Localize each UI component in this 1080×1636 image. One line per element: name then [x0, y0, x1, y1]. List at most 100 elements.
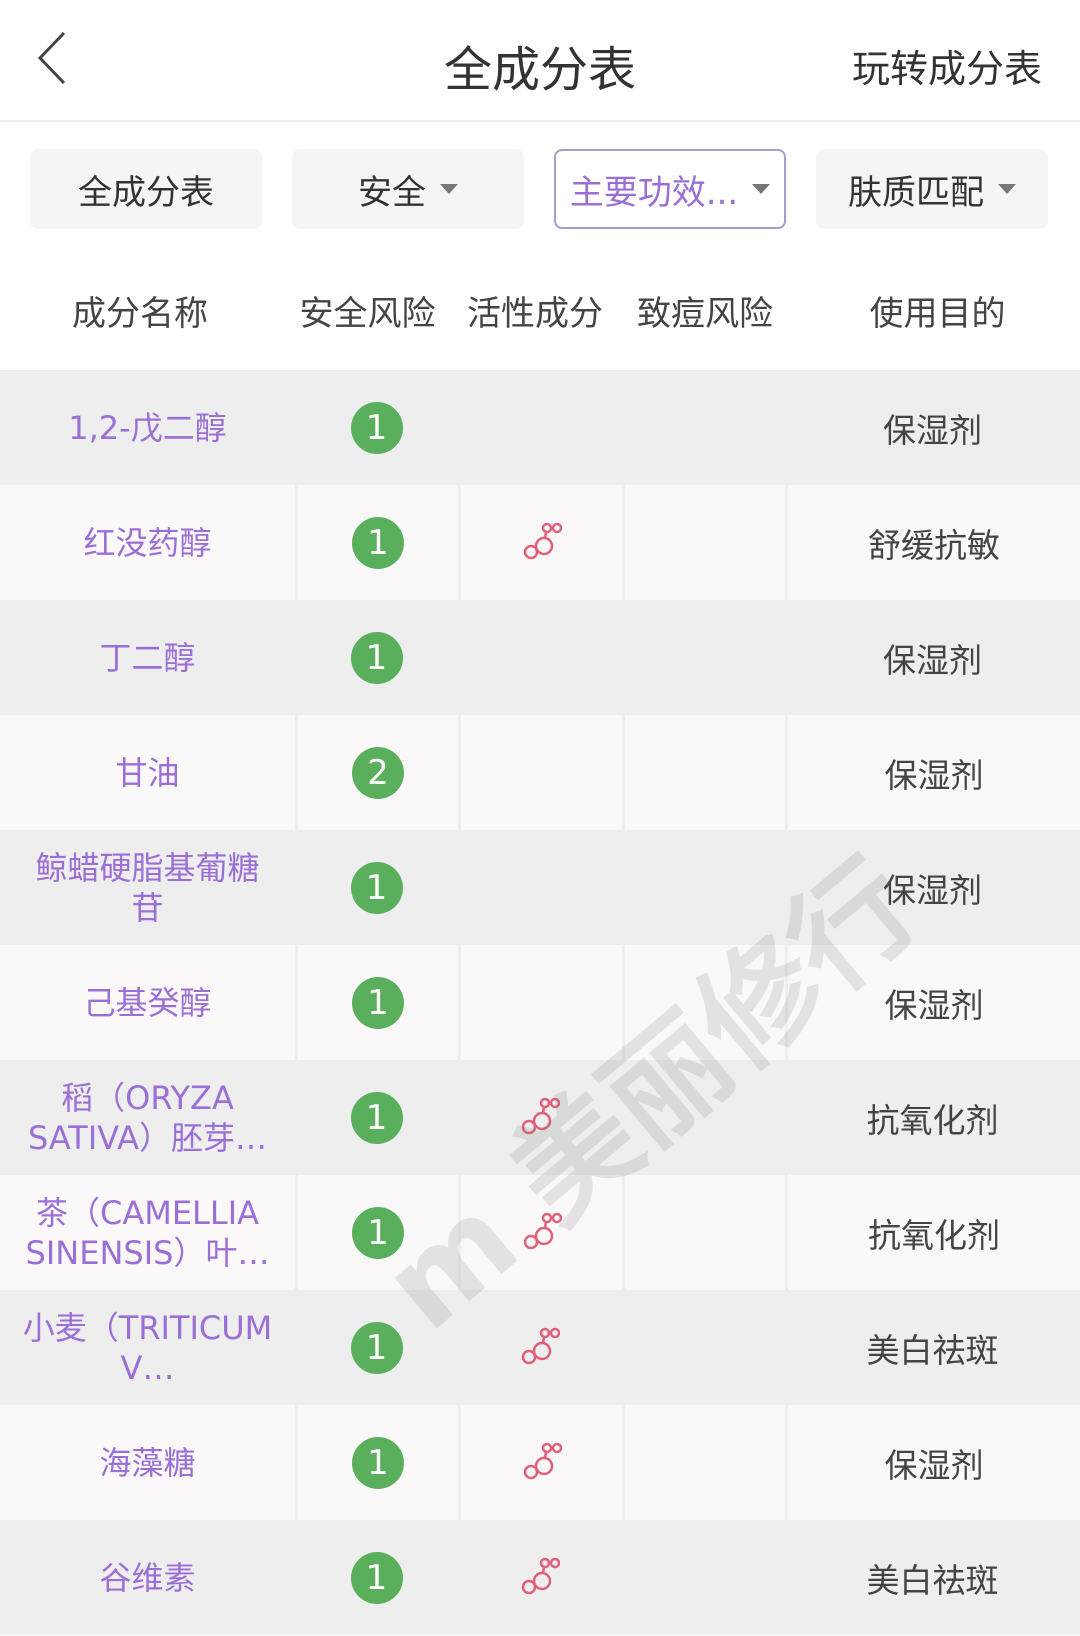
safety-risk-badge: 1	[352, 1436, 404, 1489]
table-header: 成分名称 安全风险 活性成分 致痘风险 使用目的	[0, 250, 1080, 370]
active-ingredient-icon	[520, 1555, 561, 1601]
purpose-cell: 美白祛斑	[785, 1520, 1080, 1635]
active-cell	[458, 485, 622, 600]
table-row[interactable]: 1,2-戊二醇 1 保湿剂	[0, 370, 1080, 485]
table-row[interactable]: 谷维素 1 美白祛斑	[0, 1520, 1080, 1635]
purpose-text: 保湿剂	[884, 1445, 984, 1485]
guide-link[interactable]: 玩转成分表	[851, 47, 1042, 91]
ingredient-name[interactable]: 丁二醇	[99, 638, 196, 677]
purpose-text: 美白祛斑	[866, 1330, 999, 1370]
purpose-cell: 保湿剂	[785, 1405, 1080, 1520]
table-row[interactable]: 甘油 2 保湿剂	[0, 715, 1080, 830]
caret-down-icon	[440, 184, 458, 194]
filter-bar: 全成分表 安全 主要功效... 肤质匹配	[0, 122, 1080, 250]
filter-label: 全成分表	[78, 172, 214, 213]
active-ingredient-icon	[522, 520, 562, 566]
acne-cell	[622, 830, 785, 945]
active-cell	[458, 1175, 622, 1290]
active-ingredient-icon	[522, 1440, 562, 1486]
active-cell	[458, 1520, 622, 1635]
active-cell	[458, 370, 622, 485]
purpose-cell: 保湿剂	[785, 600, 1080, 715]
name-cell: 小麦（TRITICUM V…	[0, 1290, 295, 1405]
table-row[interactable]: 丁二醇 1 保湿剂	[0, 600, 1080, 715]
safety-risk-badge: 1	[350, 1321, 403, 1374]
active-ingredient-icon	[522, 1210, 562, 1256]
purpose-text: 舒缓抗敏	[868, 525, 1000, 565]
name-cell: 谷维素	[0, 1520, 295, 1635]
table-row[interactable]: 小麦（TRITICUM V… 1 美白祛斑	[0, 1290, 1080, 1405]
table-row[interactable]: 己基癸醇 1 保湿剂	[0, 945, 1080, 1060]
acne-cell	[622, 370, 785, 485]
active-cell	[458, 945, 622, 1060]
active-cell	[458, 600, 622, 715]
purpose-text: 保湿剂	[883, 640, 982, 680]
purpose-text: 保湿剂	[883, 870, 982, 910]
name-cell: 红没药醇	[0, 485, 295, 600]
safety-risk-badge: 1	[350, 401, 403, 454]
table-row[interactable]: 红没药醇 1 舒缓抗敏	[0, 485, 1080, 600]
active-cell	[458, 1060, 622, 1175]
safety-risk-badge: 2	[352, 746, 404, 799]
purpose-cell: 保湿剂	[785, 715, 1080, 830]
safety-risk-badge: 1	[350, 1091, 403, 1144]
ingredient-name[interactable]: 鲸蜡硬脂基葡糖苷	[35, 848, 260, 927]
table-row[interactable]: 海藻糖 1 保湿剂	[0, 1405, 1080, 1520]
header-purpose: 使用目的	[869, 293, 1006, 334]
risk-cell: 1	[295, 830, 458, 945]
table-row[interactable]: 稻（ORYZA SATIVA）胚芽… 1 抗氧化剂	[0, 1060, 1080, 1175]
ingredient-name[interactable]: 小麦（TRITICUM V…	[22, 1308, 273, 1387]
acne-cell	[622, 1175, 785, 1290]
acne-cell	[622, 600, 785, 715]
risk-cell: 1	[295, 370, 458, 485]
ingredient-name[interactable]: 红没药醇	[83, 523, 212, 562]
purpose-cell: 抗氧化剂	[785, 1175, 1080, 1290]
name-cell: 己基癸醇	[0, 945, 295, 1060]
header-active: 活性成分	[467, 293, 603, 334]
risk-cell: 1	[295, 945, 458, 1060]
active-cell	[458, 1405, 622, 1520]
filter-label: 肤质匹配	[848, 172, 984, 213]
active-cell	[458, 1290, 622, 1405]
filter-button[interactable]: 安全	[292, 149, 524, 229]
acne-cell	[622, 1060, 785, 1175]
table-row[interactable]: 鲸蜡硬脂基葡糖苷 1 保湿剂	[0, 830, 1080, 945]
filter-button[interactable]: 主要功效...	[554, 149, 786, 229]
risk-cell: 1	[295, 600, 458, 715]
filter-button[interactable]: 全成分表	[30, 149, 262, 229]
name-cell: 稻（ORYZA SATIVA）胚芽…	[0, 1060, 295, 1175]
safety-risk-badge: 1	[350, 861, 403, 914]
purpose-cell: 保湿剂	[785, 945, 1080, 1060]
chevron-left-icon[interactable]	[34, 30, 74, 86]
name-cell: 丁二醇	[0, 600, 295, 715]
name-cell: 海藻糖	[0, 1405, 295, 1520]
active-cell	[458, 830, 622, 945]
ingredient-name[interactable]: 茶（CAMELLIA SINENSIS）叶…	[25, 1193, 270, 1272]
table-row[interactable]: 茶（CAMELLIA SINENSIS）叶… 1 抗氧化剂	[0, 1175, 1080, 1290]
filter-label: 主要功效...	[569, 172, 739, 213]
ingredient-table: 1,2-戊二醇 1 保湿剂 红没药醇 1 舒缓抗敏 丁二醇 1 保湿剂 甘油 2 保湿剂 鲸蜡硬脂基葡糖…	[0, 370, 1080, 1635]
ingredient-name[interactable]: 甘油	[115, 753, 180, 792]
name-cell: 茶（CAMELLIA SINENSIS）叶…	[0, 1175, 295, 1290]
risk-cell: 1	[295, 1520, 458, 1635]
risk-cell: 1	[295, 1290, 458, 1405]
ingredient-name[interactable]: 谷维素	[99, 1558, 196, 1597]
purpose-text: 抗氧化剂	[866, 1100, 999, 1140]
purpose-cell: 保湿剂	[785, 830, 1080, 945]
purpose-text: 保湿剂	[883, 410, 982, 450]
purpose-cell: 舒缓抗敏	[785, 485, 1080, 600]
purpose-cell: 美白祛斑	[785, 1290, 1080, 1405]
risk-cell: 1	[295, 1175, 458, 1290]
name-cell: 甘油	[0, 715, 295, 830]
ingredient-name[interactable]: 稻（ORYZA SATIVA）胚芽…	[27, 1078, 268, 1157]
active-ingredient-icon	[520, 1095, 561, 1141]
safety-risk-badge: 1	[352, 976, 404, 1029]
filter-button[interactable]: 肤质匹配	[816, 149, 1048, 229]
risk-cell: 1	[295, 485, 458, 600]
acne-cell	[622, 715, 785, 830]
ingredient-name[interactable]: 己基癸醇	[83, 983, 212, 1022]
name-cell: 1,2-戊二醇	[0, 370, 295, 485]
ingredient-name[interactable]: 海藻糖	[99, 1443, 196, 1482]
ingredient-name[interactable]: 1,2-戊二醇	[68, 408, 227, 447]
purpose-cell: 保湿剂	[785, 370, 1080, 485]
